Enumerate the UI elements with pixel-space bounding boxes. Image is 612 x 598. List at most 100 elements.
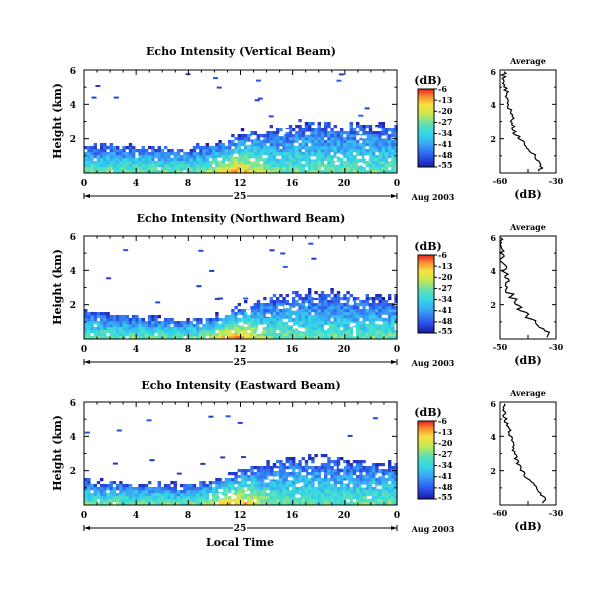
heatmap-cell [260, 478, 264, 482]
heatmap-cell [167, 493, 171, 497]
heatmap-cell [154, 499, 158, 503]
heatmap-cell [384, 493, 389, 497]
heatmap-cell [288, 490, 293, 494]
heatmap-cell [122, 167, 126, 171]
heatmap-cell [336, 294, 341, 298]
heatmap-cell [276, 333, 280, 337]
heatmap-cell [244, 481, 248, 485]
heatmap-cell [324, 146, 328, 150]
heatmap-cell [176, 324, 181, 328]
heatmap-cell [151, 161, 155, 165]
heatmap-cell [116, 333, 120, 337]
heatmap-cell [208, 170, 213, 174]
heatmap-cell [240, 164, 245, 168]
heatmap-cell [301, 502, 305, 506]
heatmap-cell [288, 460, 293, 464]
heatmap-cell [388, 306, 392, 310]
heatmap-cell [263, 330, 267, 334]
heatmap-cell [375, 469, 379, 473]
heatmap-cell [327, 457, 331, 461]
heatmap-cell [340, 143, 344, 147]
heatmap-cell [266, 303, 270, 307]
heatmap-cell [189, 484, 193, 488]
heatmap-cell [333, 146, 337, 150]
heatmap-cell [96, 324, 101, 328]
heatmap-cell [301, 297, 305, 301]
heatmap-cell [260, 146, 264, 150]
heatmap-cell [340, 149, 344, 153]
heatmap-cell [269, 143, 273, 147]
heatmap-cell [362, 140, 366, 144]
heatmap-gap [305, 131, 311, 135]
heatmap-cell [260, 496, 264, 500]
heatmap-cell [333, 297, 337, 301]
heatmap-cell [365, 469, 369, 473]
heatmap-cell [132, 170, 136, 174]
heatmap-cell [384, 152, 389, 156]
heatmap-cell [253, 475, 257, 479]
heatmap-cell [170, 487, 174, 491]
heatmap-cell [240, 149, 245, 153]
heatmap-cell [154, 152, 158, 156]
heatmap-cell [116, 158, 120, 162]
heatmap-cell [304, 472, 309, 476]
heatmap-cell [327, 152, 331, 156]
heatmap-cell [372, 321, 376, 325]
heatmap-cell [100, 502, 104, 506]
heatmap-cell [90, 152, 94, 156]
heatmap-cell [333, 321, 337, 325]
heatmap-cell [346, 463, 350, 467]
heatmap-cell [237, 475, 241, 479]
heatmap-cell [384, 306, 389, 310]
heatmap-cell [285, 161, 289, 165]
heatmap-cell [170, 481, 174, 485]
heatmap-cell [394, 493, 398, 497]
heatmap-cell [381, 472, 385, 476]
heatmap-cell [231, 321, 235, 325]
heatmap-cell [381, 324, 385, 328]
heatmap-cell [276, 143, 280, 147]
heatmap-cell [84, 336, 88, 340]
heatmap-cell [96, 336, 101, 340]
heatmap-cell [119, 155, 123, 159]
heatmap-cell [324, 318, 328, 322]
heatmap-cell [292, 306, 296, 310]
heatmap-cell [301, 499, 305, 503]
heatmap-cell [388, 143, 392, 147]
heatmap-cell [391, 128, 395, 132]
heatmap-cell [244, 134, 248, 138]
heatmap-cell [362, 460, 366, 464]
heatmap-cell [244, 146, 248, 150]
heatmap-cell [186, 487, 190, 491]
heatmap-cell [381, 493, 385, 497]
heatmap-cell [359, 484, 363, 488]
heatmap-cell [231, 312, 235, 316]
heatmap-cell [311, 140, 315, 144]
heatmap-cell [250, 315, 254, 319]
heatmap-cell [263, 318, 267, 322]
heatmap-cell [106, 330, 110, 334]
heatmap-cell [336, 309, 341, 313]
heatmap-cell [100, 321, 104, 325]
heatmap-gap [373, 127, 378, 131]
heatmap-cell [352, 481, 357, 485]
heatmap-cell [324, 122, 328, 126]
heatmap-cell [304, 484, 309, 488]
heatmap-cell [365, 140, 369, 144]
heatmap-cell [93, 484, 97, 488]
heatmap-cell [375, 478, 379, 482]
heatmap-cell [103, 499, 107, 503]
heatmap-cell [144, 490, 149, 494]
heatmap-cell [352, 312, 357, 316]
heatmap-cell [381, 330, 385, 334]
heatmap-cell [282, 146, 286, 150]
heatmap-cell [327, 469, 331, 473]
heatmap-cell [269, 481, 273, 485]
heatmap-cell [135, 149, 139, 153]
heatmap-cell [317, 167, 321, 171]
heatmap-cell [202, 327, 206, 331]
heatmap-cell [375, 309, 379, 313]
heatmap-cell [285, 137, 289, 141]
heatmap-cell [237, 137, 241, 141]
heatmap-cell [276, 312, 280, 316]
